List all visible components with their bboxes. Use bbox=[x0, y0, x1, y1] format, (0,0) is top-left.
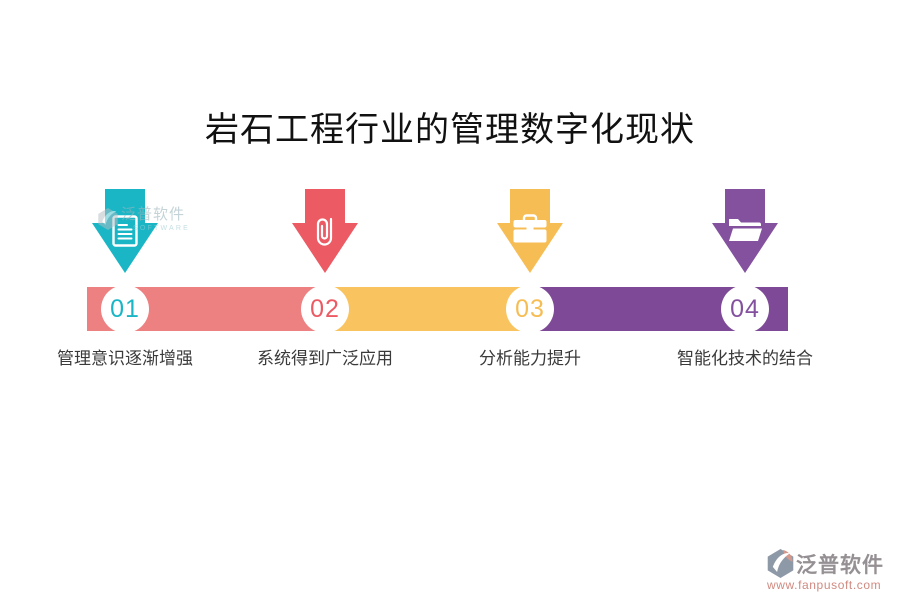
briefcase-icon bbox=[513, 214, 547, 243]
step-label-3: 分析能力提升 bbox=[479, 349, 581, 368]
folder-open-icon bbox=[729, 219, 762, 241]
paperclip-icon bbox=[316, 217, 333, 246]
step-number-badge-3: 03 bbox=[506, 285, 554, 333]
watermark: 泛普软件 SOFTWARE bbox=[97, 207, 190, 232]
footer-logo-icon bbox=[767, 549, 794, 578]
step-number-badge-1: 01 bbox=[101, 285, 149, 333]
footer-website: www.fanpusoft.com bbox=[767, 578, 882, 592]
footer-logo: 泛普软件 www.fanpusoft.com bbox=[766, 548, 884, 592]
step-label-4: 智能化技术的结合 bbox=[677, 349, 813, 368]
watermark-logo-icon bbox=[98, 208, 118, 230]
arrow-shape bbox=[292, 189, 358, 273]
step-arrow-4 bbox=[712, 189, 778, 273]
watermark-brand: 泛普软件 bbox=[121, 206, 186, 223]
step-number-badge-4: 04 bbox=[721, 285, 769, 333]
footer-brand: 泛普软件 bbox=[796, 553, 884, 577]
page-title: 岩石工程行业的管理数字化现状 bbox=[205, 112, 695, 149]
step-label-2: 系统得到广泛应用 bbox=[257, 349, 393, 368]
step-arrow-3 bbox=[497, 189, 563, 273]
document-icon bbox=[112, 215, 138, 247]
watermark-caption: SOFTWARE bbox=[133, 225, 191, 232]
step-arrow-2 bbox=[292, 189, 358, 273]
step-number-badge-2: 02 bbox=[301, 285, 349, 333]
timeline-bar bbox=[87, 287, 788, 331]
timeline-segment-2 bbox=[325, 287, 530, 331]
step-label-1: 管理意识逐渐增强 bbox=[57, 349, 193, 368]
